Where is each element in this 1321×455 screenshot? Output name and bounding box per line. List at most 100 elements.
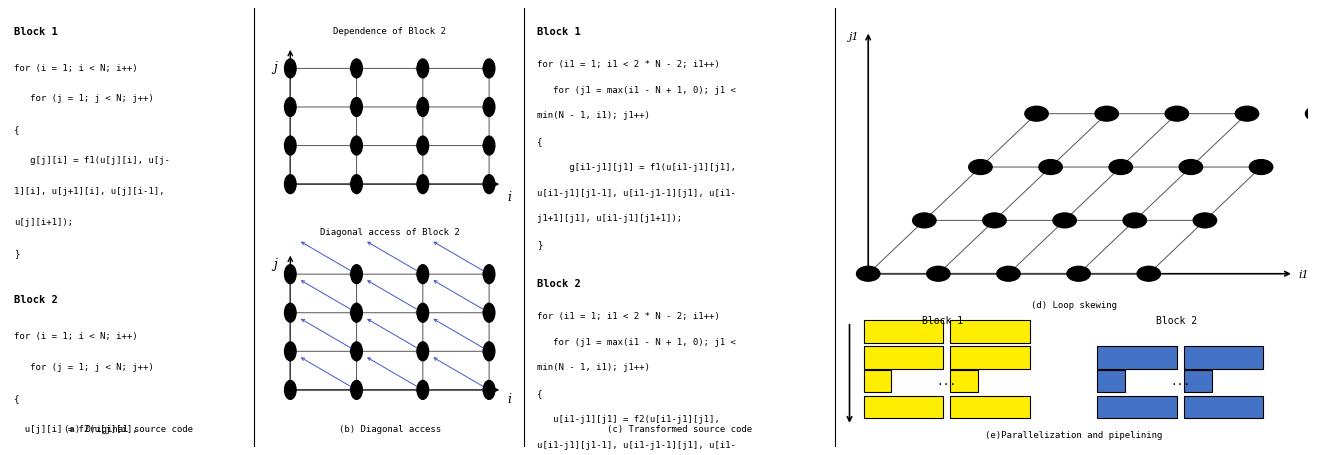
Circle shape [483,342,495,361]
Text: u[i1-j1][j1] = f2(u[i1-j1][j1],: u[i1-j1][j1] = f2(u[i1-j1][j1], [538,414,720,423]
Circle shape [1067,267,1090,282]
Text: for (i = 1; i < N; i++): for (i = 1; i < N; i++) [15,63,137,72]
Text: Dependence of Block 2: Dependence of Block 2 [333,26,446,35]
Circle shape [284,303,296,323]
Text: j: j [273,61,277,74]
Circle shape [284,381,296,399]
Text: Diagonal access of Block 2: Diagonal access of Block 2 [320,228,460,237]
Circle shape [1235,107,1259,122]
Bar [1098,370,1125,392]
Text: Block 2: Block 2 [15,294,58,304]
Circle shape [351,265,362,284]
Circle shape [284,60,296,79]
Circle shape [483,98,495,117]
Circle shape [1053,213,1077,228]
Text: u[i1-j1][j1-1], u[i1-j1-1][j1], u[i1-: u[i1-j1][j1-1], u[i1-j1-1][j1], u[i1- [538,440,736,449]
Circle shape [284,98,296,117]
Circle shape [284,137,296,156]
Circle shape [284,175,296,194]
Circle shape [913,213,937,228]
Circle shape [351,303,362,323]
Bar [864,347,943,369]
Circle shape [351,60,362,79]
Text: g[i1-j1][j1] = f1(u[i1-j1][j1],: g[i1-j1][j1] = f1(u[i1-j1][j1], [538,162,736,172]
Text: }: } [15,248,20,257]
Text: (d) Loop skewing: (d) Loop skewing [1030,301,1118,309]
Text: i: i [507,392,511,405]
Circle shape [417,60,428,79]
Text: i1: i1 [1299,269,1309,279]
Text: {: { [538,137,543,146]
Circle shape [351,381,362,399]
Circle shape [968,160,992,175]
Circle shape [483,265,495,284]
Bar [1098,347,1177,369]
Bar [864,396,943,418]
Circle shape [417,265,428,284]
Circle shape [351,98,362,117]
Text: u[j][i] = f2(u[j][i],: u[j][i] = f2(u[j][i], [15,424,137,433]
Circle shape [417,303,428,323]
Circle shape [284,342,296,361]
Bar [1184,396,1263,418]
Text: for (j1 = max(i1 - N + 1, 0); j1 <: for (j1 = max(i1 - N + 1, 0); j1 < [538,337,736,346]
Text: (e)Parallelization and pipelining: (e)Parallelization and pipelining [985,430,1162,439]
Circle shape [1305,107,1321,122]
Text: }: } [538,239,543,248]
Bar [864,370,892,392]
Text: Block 1: Block 1 [15,26,58,36]
Circle shape [856,267,880,282]
Text: ...: ... [1170,376,1190,386]
Text: for (i = 1; i < N; i++): for (i = 1; i < N; i++) [15,331,137,340]
Circle shape [483,60,495,79]
Text: j1+1][j1], u[i1-j1][j1+1]);: j1+1][j1], u[i1-j1][j1+1]); [538,214,683,223]
Text: Block 1: Block 1 [922,316,963,325]
Bar [950,396,1029,418]
Text: (a) Original source code: (a) Original source code [63,424,193,433]
Text: {: { [15,125,20,134]
Text: min(N - 1, i1); j1++): min(N - 1, i1); j1++) [538,111,650,120]
Text: for (j1 = max(i1 - N + 1, 0); j1 <: for (j1 = max(i1 - N + 1, 0); j1 < [538,86,736,95]
Circle shape [1110,160,1132,175]
Circle shape [284,265,296,284]
Text: g[j][i] = f1(u[j][i], u[j-: g[j][i] = f1(u[j][i], u[j- [15,156,170,165]
Text: j1: j1 [848,31,859,41]
Circle shape [1095,107,1119,122]
Circle shape [926,267,950,282]
Text: j: j [273,258,277,270]
Text: u[i1-j1][j1-1], u[i1-j1-1][j1], u[i1-: u[i1-j1][j1-1], u[i1-j1-1][j1], u[i1- [538,188,736,197]
Circle shape [351,137,362,156]
Bar [864,321,943,343]
Circle shape [1025,107,1049,122]
Text: (c) Transformed source code: (c) Transformed source code [608,424,752,433]
Circle shape [1165,107,1189,122]
Text: min(N - 1, i1); j1++): min(N - 1, i1); j1++) [538,363,650,372]
Circle shape [417,381,428,399]
Text: 1][i], u[j+1][i], u[j][i-1],: 1][i], u[j+1][i], u[j][i-1], [15,187,164,196]
Text: ...: ... [937,376,956,386]
Circle shape [417,175,428,194]
Circle shape [483,137,495,156]
Circle shape [1180,160,1202,175]
Circle shape [1038,160,1062,175]
Circle shape [983,213,1007,228]
Circle shape [417,342,428,361]
Circle shape [417,98,428,117]
Text: {: { [538,388,543,397]
Circle shape [1123,213,1147,228]
Bar [950,370,978,392]
Bar [950,347,1029,369]
Circle shape [417,137,428,156]
Circle shape [483,175,495,194]
Bar [1184,370,1211,392]
Circle shape [1137,267,1160,282]
Text: (b) Diagonal access: (b) Diagonal access [338,424,441,433]
Circle shape [483,303,495,323]
Text: {: { [15,393,20,402]
Text: i: i [507,191,511,204]
Bar [950,321,1029,343]
Circle shape [483,381,495,399]
Text: for (i1 = 1; i1 < 2 * N - 2; i1++): for (i1 = 1; i1 < 2 * N - 2; i1++) [538,60,720,69]
Text: u[j][i+1]);: u[j][i+1]); [15,217,73,227]
Circle shape [1250,160,1272,175]
